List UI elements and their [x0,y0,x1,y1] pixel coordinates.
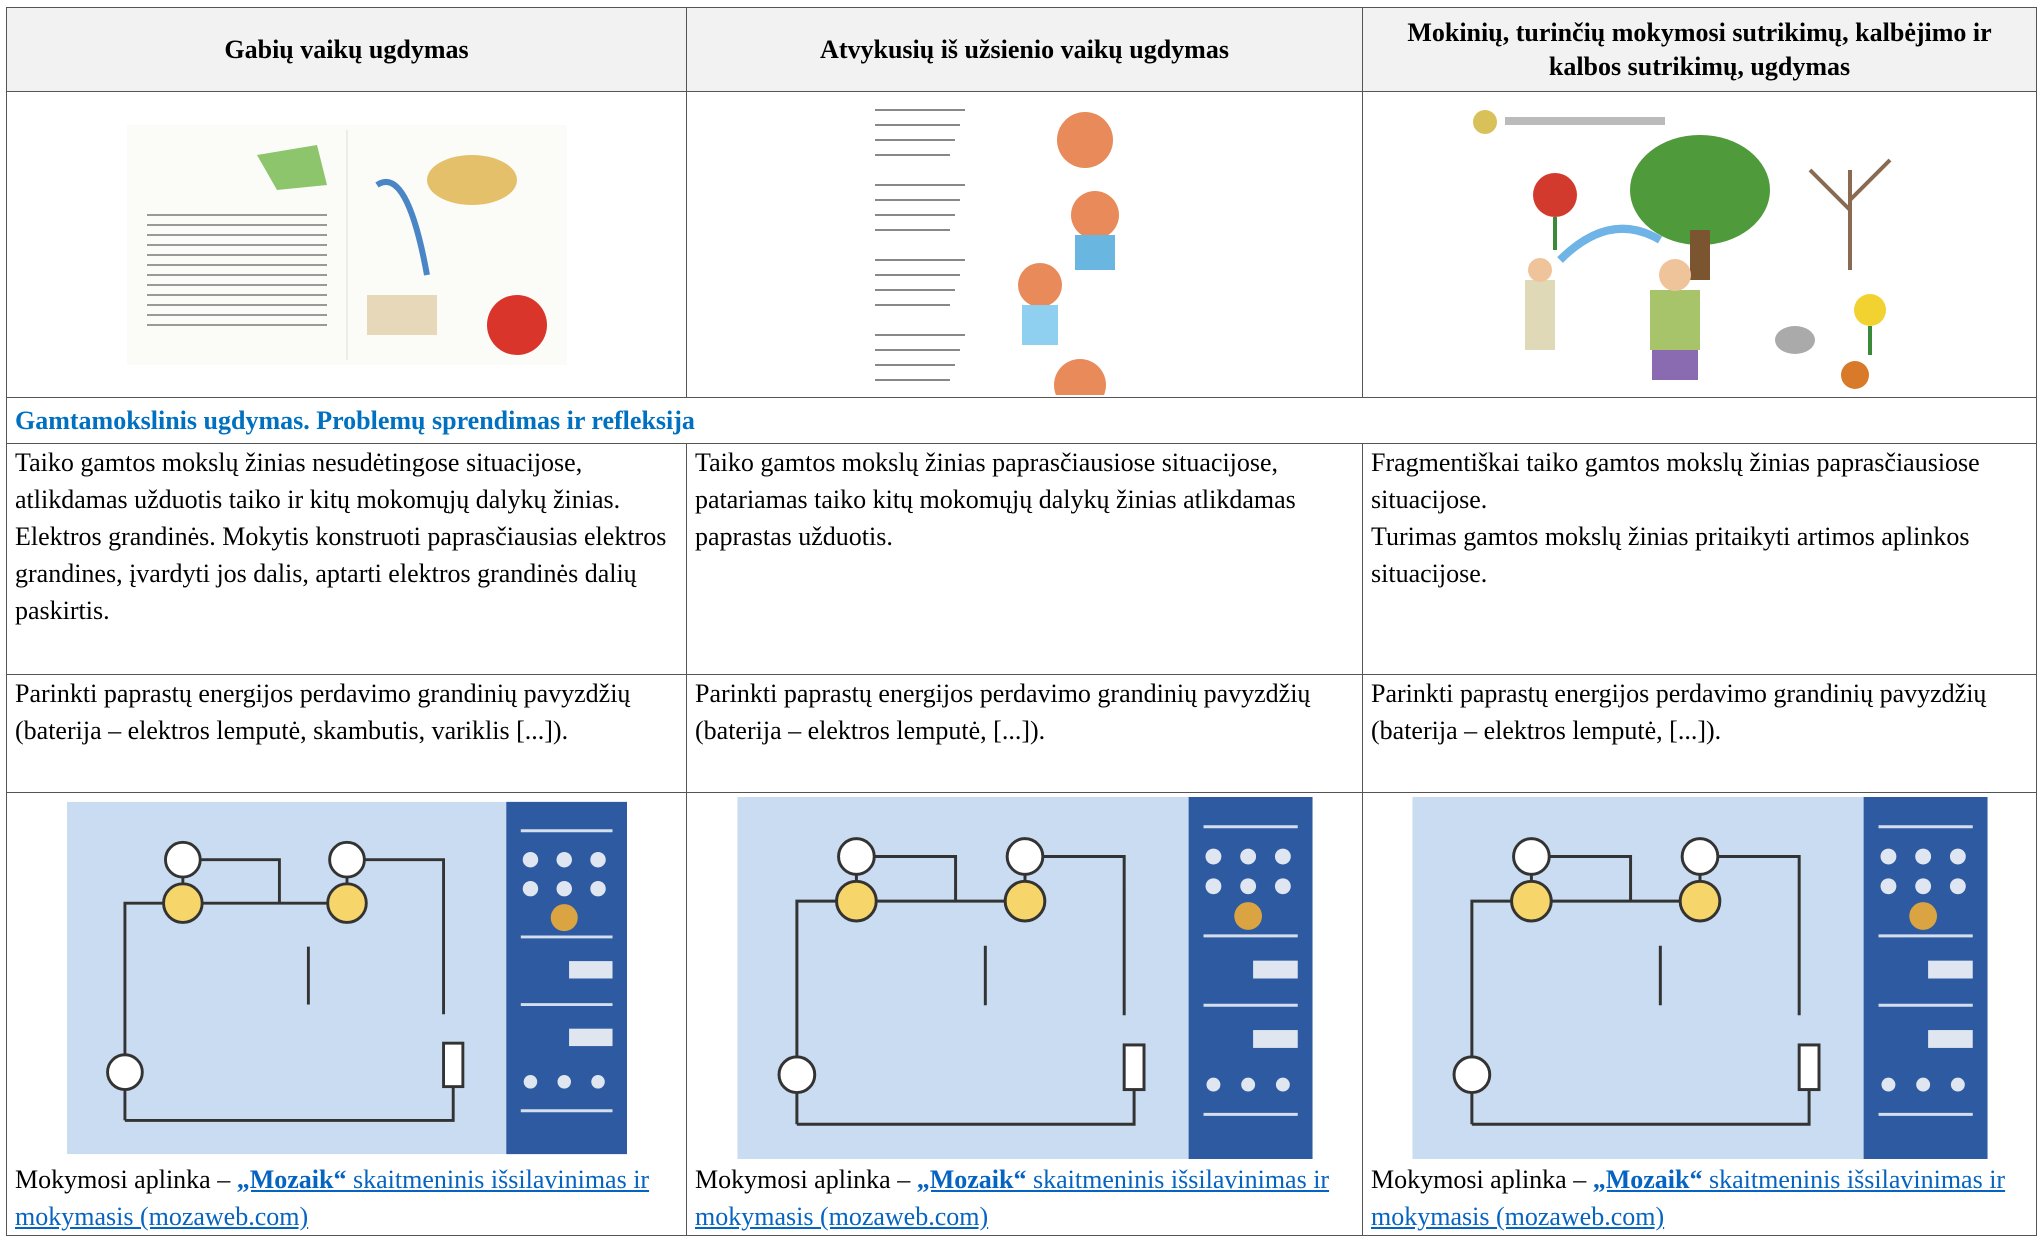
text-cell: Parinkti paprastų energijos perdavimo gr… [1362,674,2037,793]
text-cell: Taiko gamtos mokslų žinias nesudėtingose… [6,443,687,675]
text-cell: Taiko gamtos mokslų žinias paprasčiausio… [686,443,1363,675]
illustration-cell [1362,91,2037,398]
link-text[interactable]: skaitmeninis išsilavinimas ir mokymasis … [695,1165,1330,1231]
header-cell: Gabių vaikų ugdymas [6,7,687,92]
illustration-cell [686,91,1363,398]
header-cell: Atvykusių iš užsienio vaikų ugdymas [686,7,1363,92]
mozaweb-link[interactable]: „Mozaik“ skaitmeninis išsilavinimas ir m… [695,1165,1329,1231]
poem-illustration [869,94,1180,395]
paragraph: Parinkti paprastų energijos perdavimo gr… [1371,679,1987,745]
header-row: Gabių vaikų ugdymas Atvykusių iš užsieni… [6,7,2037,92]
link-text[interactable]: skaitmeninis išsilavinimas ir mokymasis … [15,1165,650,1231]
link-text[interactable]: skaitmeninis išsilavinimas ir mokymasis … [1371,1165,2006,1231]
caption: Mokymosi aplinka – „Mozaik“ skaitmeninis… [1371,1161,2028,1235]
link-brand[interactable]: „Mozaik“ [236,1165,347,1194]
app-cell: Mokymosi aplinka – „Mozaik“ skaitmeninis… [686,792,1363,1236]
link-brand[interactable]: „Mozaik“ [1592,1165,1703,1194]
mozaweb-link[interactable]: „Mozaik“ skaitmeninis išsilavinimas ir m… [15,1165,649,1231]
text-row: Taiko gamtos mokslų žinias nesudėtingose… [6,443,2037,675]
illustration-cell [6,91,687,398]
paragraph: Parinkti paprastų energijos perdavimo gr… [695,679,1311,745]
paragraph: Turimas gamtos mokslų žinias pritaikyti … [1371,522,1970,588]
link-brand[interactable]: „Mozaik“ [916,1165,1027,1194]
caption-text: Mokymosi aplinka – [695,1165,917,1194]
scene-illustration [1459,99,1940,390]
book-illustration [126,124,567,365]
caption-text: Mokymosi aplinka – [15,1165,237,1194]
paragraph: Parinkti paprastų energijos perdavimo gr… [15,679,631,745]
comparison-table: Gabių vaikų ugdymas Atvykusių iš užsieni… [6,7,2037,1236]
header-cell: Mokinių, turinčių mokymosi sutrikimų, ka… [1362,7,2037,92]
app-cell: Mokymosi aplinka – „Mozaik“ skaitmeninis… [6,792,687,1236]
paragraph: Elektros grandinės. Mokytis konstruoti p… [15,522,667,625]
circuit-screenshot [735,797,1315,1159]
mozaweb-link[interactable]: „Mozaik“ skaitmeninis išsilavinimas ir m… [1371,1165,2005,1231]
caption-text: Mokymosi aplinka – [1371,1165,1593,1194]
text-row: Parinkti paprastų energijos perdavimo gr… [6,674,2037,793]
caption: Mokymosi aplinka – „Mozaik“ skaitmeninis… [15,1161,678,1235]
circuit-screenshot [1410,797,1990,1159]
circuit-screenshot [67,797,627,1159]
section-title: Gamtamokslinis ugdymas. Problemų sprendi… [6,397,2037,444]
app-cell: Mokymosi aplinka – „Mozaik“ skaitmeninis… [1362,792,2037,1236]
caption: Mokymosi aplinka – „Mozaik“ skaitmeninis… [695,1161,1354,1235]
app-row: Mokymosi aplinka – „Mozaik“ skaitmeninis… [6,792,2037,1236]
text-cell: Fragmentiškai taiko gamtos mokslų žinias… [1362,443,2037,675]
paragraph: Taiko gamtos mokslų žinias nesudėtingose… [15,448,621,514]
section-row: Gamtamokslinis ugdymas. Problemų sprendi… [6,397,2037,444]
text-cell: Parinkti paprastų energijos perdavimo gr… [686,674,1363,793]
paragraph: Fragmentiškai taiko gamtos mokslų žinias… [1371,448,1980,514]
illustration-row [6,91,2037,398]
text-cell: Parinkti paprastų energijos perdavimo gr… [6,674,687,793]
paragraph: Taiko gamtos mokslų žinias paprasčiausio… [695,448,1296,551]
